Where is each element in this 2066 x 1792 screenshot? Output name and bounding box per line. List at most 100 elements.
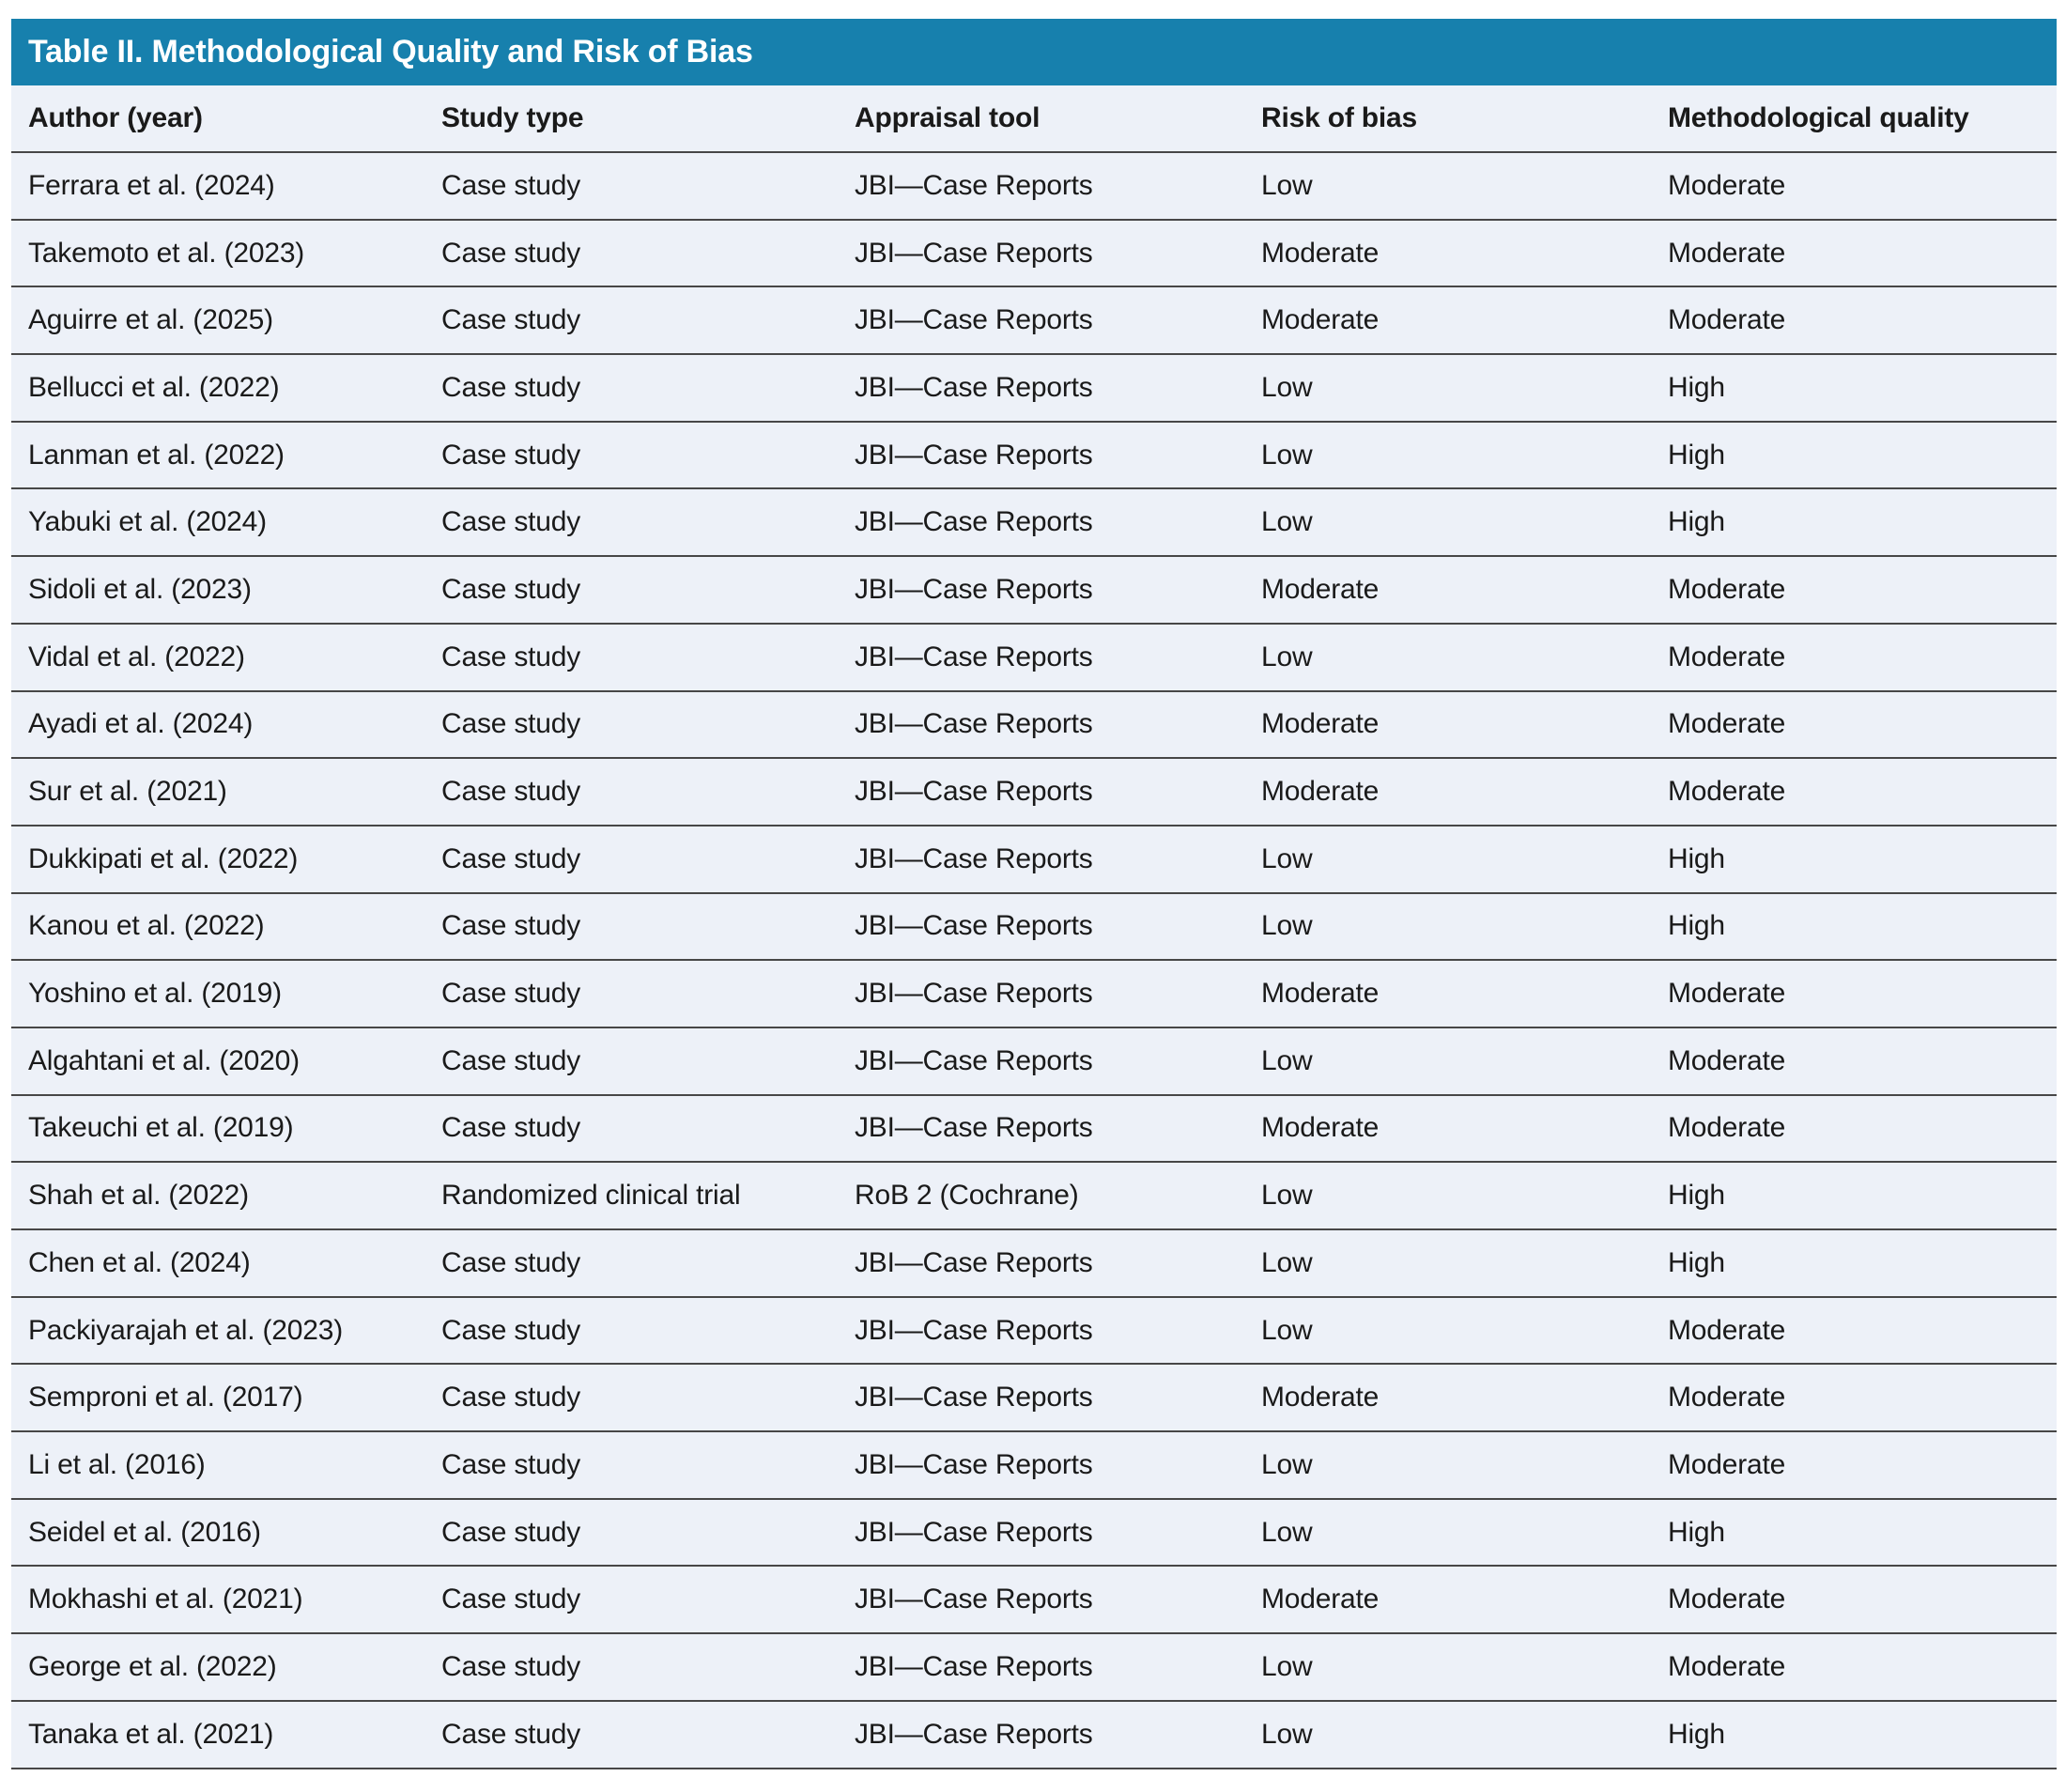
appraisal-tool-cell: JBI—Case Reports xyxy=(838,690,1244,760)
table-row: Sur et al. (2021) Case study JBI—Case Re… xyxy=(11,758,2057,826)
author-cell: Algahtani et al. (2020) xyxy=(11,1027,424,1096)
table-body: Ferrara et al. (2024) Case study JBI—Cas… xyxy=(11,152,2057,1769)
appraisal-tool-cell: JBI—Case Reports xyxy=(838,1296,1244,1366)
data-table: Author (year) Study type Appraisal tool … xyxy=(11,85,2057,1769)
appraisal-tool-cell: JBI—Case Reports xyxy=(838,1027,1244,1096)
study-type-cell: Case study xyxy=(424,286,838,356)
author-cell: Vidal et al. (2022) xyxy=(11,623,424,692)
methodological-quality-cell: Moderate xyxy=(1651,623,2057,692)
table-row: Dukkipati et al. (2022) Case study JBI—C… xyxy=(11,825,2057,894)
study-type-cell: Case study xyxy=(424,1364,838,1433)
risk-of-bias-cell: Low xyxy=(1244,1027,1651,1096)
appraisal-tool-cell: JBI—Case Reports xyxy=(838,421,1244,490)
appraisal-tool-cell: JBI—Case Reports xyxy=(838,1633,1244,1702)
table-header: Author (year) Study type Appraisal tool … xyxy=(11,85,2057,153)
appraisal-tool-cell: JBI—Case Reports xyxy=(838,152,1244,221)
methodological-quality-cell: High xyxy=(1651,421,2057,490)
table-row: Takeuchi et al. (2019) Case study JBI—Ca… xyxy=(11,1094,2057,1164)
table-row: Yoshino et al. (2019) Case study JBI—Cas… xyxy=(11,960,2057,1028)
table-row: Chen et al. (2024) Case study JBI—Case R… xyxy=(11,1229,2057,1298)
study-type-cell: Case study xyxy=(424,219,838,288)
appraisal-tool-cell: JBI—Case Reports xyxy=(838,825,1244,894)
table-row: Yabuki et al. (2024) Case study JBI—Case… xyxy=(11,488,2057,558)
author-cell: Dukkipati et al. (2022) xyxy=(11,825,424,894)
table-row: Sidoli et al. (2023) Case study JBI—Case… xyxy=(11,556,2057,625)
table-row: Shah et al. (2022) Randomized clinical t… xyxy=(11,1162,2057,1230)
study-type-cell: Case study xyxy=(424,488,838,558)
risk-of-bias-cell: Moderate xyxy=(1244,1094,1651,1164)
risk-of-bias-cell: Moderate xyxy=(1244,556,1651,625)
author-cell: Mokhashi et al. (2021) xyxy=(11,1566,424,1635)
table-row: Semproni et al. (2017) Case study JBI—Ca… xyxy=(11,1364,2057,1433)
methodological-quality-cell: Moderate xyxy=(1651,1364,2057,1433)
methodological-quality-cell: Moderate xyxy=(1651,556,2057,625)
study-type-cell: Case study xyxy=(424,1094,838,1164)
study-type-cell: Case study xyxy=(424,1229,838,1298)
methodological-quality-cell: High xyxy=(1651,488,2057,558)
appraisal-tool-cell: JBI—Case Reports xyxy=(838,488,1244,558)
table-row: Takemoto et al. (2023) Case study JBI—Ca… xyxy=(11,219,2057,288)
study-type-cell: Case study xyxy=(424,1027,838,1096)
study-type-cell: Case study xyxy=(424,1431,838,1500)
table-row: Seidel et al. (2016) Case study JBI—Case… xyxy=(11,1498,2057,1568)
methodological-quality-cell: Moderate xyxy=(1651,690,2057,760)
appraisal-tool-cell: JBI—Case Reports xyxy=(838,1229,1244,1298)
methodological-quality-cell: High xyxy=(1651,1700,2057,1769)
methodological-quality-cell: Moderate xyxy=(1651,1094,2057,1164)
author-cell: Sur et al. (2021) xyxy=(11,758,424,826)
author-cell: Tanaka et al. (2021) xyxy=(11,1700,424,1769)
study-type-cell: Case study xyxy=(424,354,838,423)
author-cell: Yoshino et al. (2019) xyxy=(11,960,424,1028)
appraisal-tool-cell: JBI—Case Reports xyxy=(838,286,1244,356)
author-cell: Lanman et al. (2022) xyxy=(11,421,424,490)
appraisal-tool-cell: JBI—Case Reports xyxy=(838,1700,1244,1769)
study-type-cell: Case study xyxy=(424,1633,838,1702)
author-cell: Shah et al. (2022) xyxy=(11,1162,424,1230)
author-cell: Ferrara et al. (2024) xyxy=(11,152,424,221)
table-row: Bellucci et al. (2022) Case study JBI—Ca… xyxy=(11,354,2057,423)
risk-of-bias-cell: Low xyxy=(1244,1498,1651,1568)
risk-of-bias-cell: Low xyxy=(1244,1296,1651,1366)
column-header: Study type xyxy=(424,85,838,153)
study-type-cell: Case study xyxy=(424,960,838,1028)
table-row: Packiyarajah et al. (2023) Case study JB… xyxy=(11,1296,2057,1366)
study-type-cell: Case study xyxy=(424,1566,838,1635)
author-cell: Ayadi et al. (2024) xyxy=(11,690,424,760)
author-cell: Sidoli et al. (2023) xyxy=(11,556,424,625)
risk-of-bias-cell: Low xyxy=(1244,825,1651,894)
methodological-quality-cell: High xyxy=(1651,1229,2057,1298)
risk-of-bias-cell: Low xyxy=(1244,1633,1651,1702)
appraisal-tool-cell: JBI—Case Reports xyxy=(838,556,1244,625)
author-cell: Packiyarajah et al. (2023) xyxy=(11,1296,424,1366)
risk-of-bias-cell: Low xyxy=(1244,1431,1651,1500)
author-cell: Aguirre et al. (2025) xyxy=(11,286,424,356)
table-title-bar: Table II. Methodological Quality and Ris… xyxy=(11,19,2057,85)
author-cell: Takeuchi et al. (2019) xyxy=(11,1094,424,1164)
study-type-cell: Case study xyxy=(424,1700,838,1769)
table-row: Algahtani et al. (2020) Case study JBI—C… xyxy=(11,1027,2057,1096)
study-type-cell: Case study xyxy=(424,690,838,760)
appraisal-tool-cell: RoB 2 (Cochrane) xyxy=(838,1162,1244,1230)
quality-risk-table: Table II. Methodological Quality and Ris… xyxy=(11,19,2057,1769)
table-row: Lanman et al. (2022) Case study JBI—Case… xyxy=(11,421,2057,490)
appraisal-tool-cell: JBI—Case Reports xyxy=(838,892,1244,962)
appraisal-tool-cell: JBI—Case Reports xyxy=(838,623,1244,692)
risk-of-bias-cell: Moderate xyxy=(1244,960,1651,1028)
risk-of-bias-cell: Low xyxy=(1244,892,1651,962)
methodological-quality-cell: High xyxy=(1651,354,2057,423)
column-header: Author (year) xyxy=(11,85,424,153)
study-type-cell: Case study xyxy=(424,892,838,962)
table-row: George et al. (2022) Case study JBI—Case… xyxy=(11,1633,2057,1702)
methodological-quality-cell: Moderate xyxy=(1651,1296,2057,1366)
appraisal-tool-cell: JBI—Case Reports xyxy=(838,960,1244,1028)
methodological-quality-cell: Moderate xyxy=(1651,1566,2057,1635)
table-row: Vidal et al. (2022) Case study JBI—Case … xyxy=(11,623,2057,692)
table-row: Tanaka et al. (2021) Case study JBI—Case… xyxy=(11,1700,2057,1769)
study-type-cell: Case study xyxy=(424,623,838,692)
appraisal-tool-cell: JBI—Case Reports xyxy=(838,1498,1244,1568)
author-cell: Yabuki et al. (2024) xyxy=(11,488,424,558)
methodological-quality-cell: Moderate xyxy=(1651,1027,2057,1096)
appraisal-tool-cell: JBI—Case Reports xyxy=(838,758,1244,826)
methodological-quality-cell: Moderate xyxy=(1651,1633,2057,1702)
